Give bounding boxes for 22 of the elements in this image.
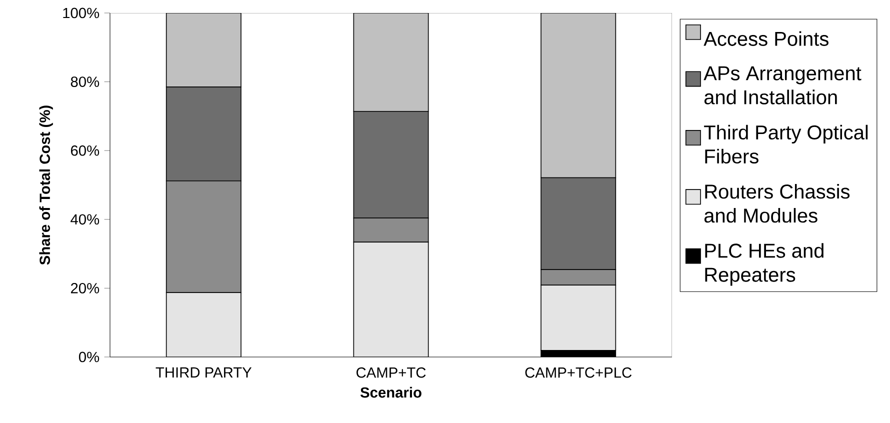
- legend-label: Access Points: [704, 31, 828, 46]
- legend-label: Routers Chassis and Modules: [704, 184, 850, 223]
- x-axis-title: Scenario: [360, 386, 422, 398]
- x-tick-label: CAMP+TC: [356, 367, 426, 378]
- y-tick-label: 80%: [70, 76, 100, 87]
- y-tick-label: 0%: [78, 352, 100, 362]
- bar: [353, 242, 429, 357]
- legend-label: Third Party Optical Fibers: [704, 124, 868, 164]
- bar: [166, 292, 242, 357]
- y-tick-label: 20%: [70, 283, 100, 294]
- x-tick-label: CAMP+TC+PLC: [525, 367, 632, 378]
- bar: [540, 284, 616, 351]
- legend-label: APs Arrangement and Installation: [704, 66, 862, 104]
- y-tick-label: 100%: [63, 8, 100, 18]
- y-tick-label: 60%: [71, 145, 100, 156]
- bar: [166, 12, 242, 88]
- y-axis-title: Share of Total Cost (%): [39, 106, 53, 265]
- x-tick-label: THIRD PARTY: [156, 367, 252, 378]
- y-tick-label: 40%: [70, 214, 100, 225]
- bar: [540, 12, 616, 178]
- legend-label: PLC HEs and Repeaters: [705, 243, 824, 286]
- bar: [353, 12, 429, 112]
